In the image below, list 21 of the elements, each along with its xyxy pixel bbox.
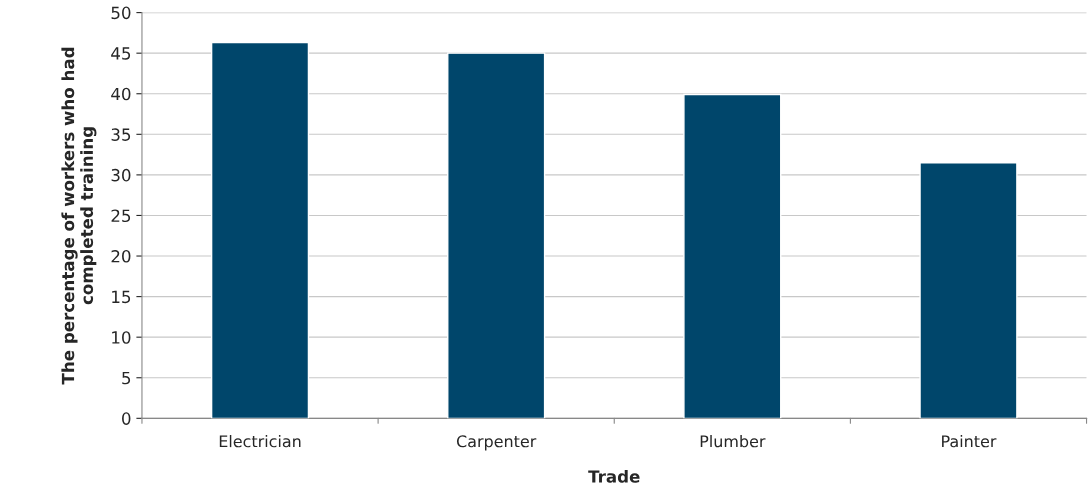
y-tick-label: 15 [112,290,131,304]
x-axis-title: Trade [588,469,640,483]
bar [210,41,310,419]
y-tick-label: 20 [111,249,131,263]
x-tick-label: Carpenter [456,435,537,451]
y-tick-label: 5 [122,371,131,385]
y-tick-label: 25 [111,209,131,223]
y-tick-label: 45 [111,47,131,60]
y-tick-label: 30 [111,168,131,182]
y-axis-title: The percentage of workers who had completed training [61,47,97,385]
y-tick-label: 40 [111,87,131,101]
y-tick-label: 50 [111,6,131,20]
bar [683,93,782,419]
bar [919,162,1018,419]
bar [447,52,546,419]
y-tick-label: 35 [111,128,131,141]
x-tick-label: Plumber [700,434,766,448]
x-tick-label: Painter [942,434,997,448]
x-tick-label: Electrician [219,434,301,448]
y-tick-label: 10 [112,331,131,344]
y-tick-label: 0 [122,412,131,425]
